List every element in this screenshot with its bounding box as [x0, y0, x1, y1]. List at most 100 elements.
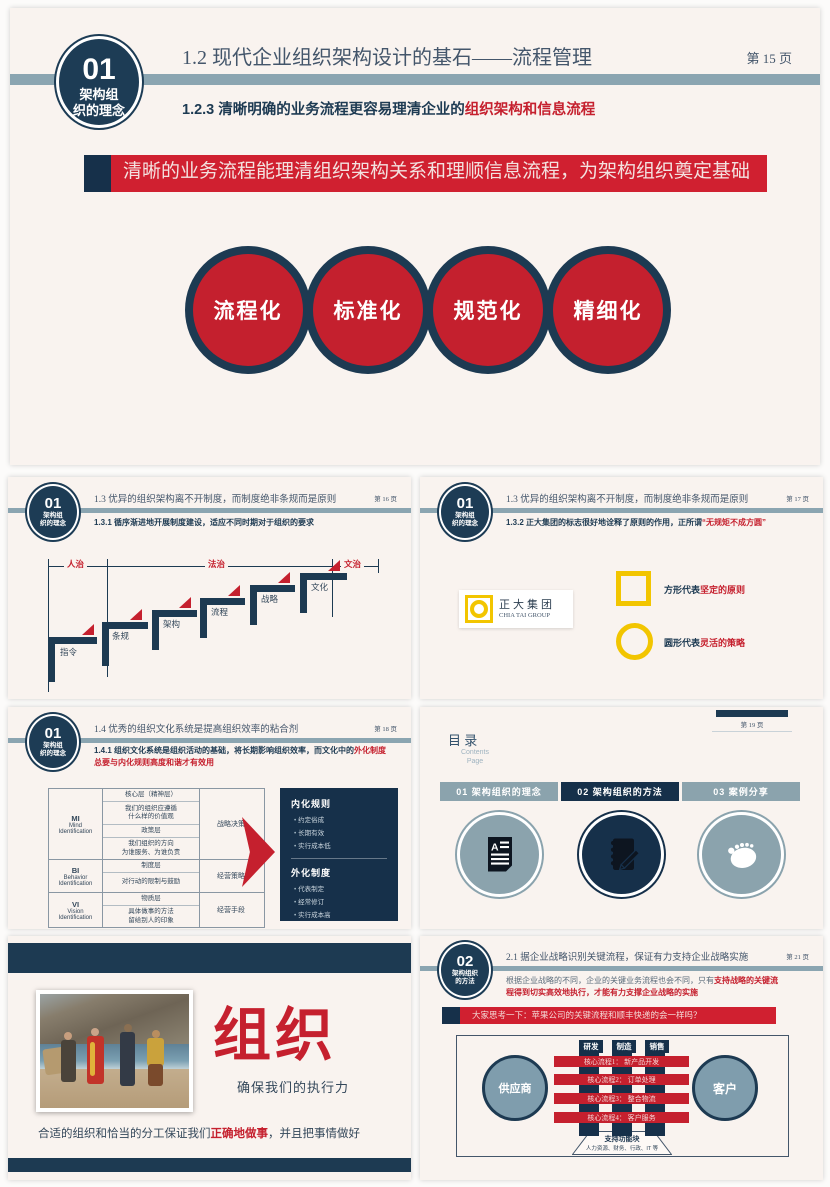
table-group-mi: MI Mind Identification 核心层（精神层） 我们的组织应遵循 … [49, 789, 264, 860]
header-divider-bar [10, 74, 820, 85]
slide-page-16[interactable]: 01 架构组 织的理念 1.3 优异的组织架构离不开制度，而制度绝非条规而是原则… [8, 477, 411, 699]
bottom-accent-bar [8, 1158, 411, 1172]
toc-tab-3[interactable]: 03 案例分享 [682, 782, 800, 801]
vi-name: Vision Identification [58, 908, 93, 921]
stair-riser [250, 585, 257, 625]
section-label: 架构组 织的理念 [59, 87, 139, 119]
flow-diagram-box [456, 1035, 789, 1157]
header-divider-bar [420, 966, 823, 971]
bi-name: Behavior Identification [58, 874, 93, 887]
table-group-vi: VI Vision Identification 物质层 具体做事的方法 留给别人… [49, 893, 264, 927]
table-cell: 具体做事的方法 留给别人的印象 [128, 908, 174, 924]
slide-page-15[interactable]: 01 架构组 织的理念 1.2 现代企业组织架构设计的基石——流程管理 第 15… [10, 8, 820, 465]
vi-cell: VI Vision Identification [49, 893, 103, 927]
header-divider-bar [8, 738, 411, 743]
page-number: 第 19 页 [740, 722, 764, 729]
question-banner-square [442, 1007, 460, 1024]
chia-tai-logo-card: 正大集团 CHIA TAI GROUP [459, 590, 573, 628]
section-label-line1: 架构组 [43, 742, 63, 749]
notebook-pencil-icon [610, 838, 640, 870]
photo-figure-head [91, 1028, 99, 1036]
slide-title: 1.2 现代企业组织架构设计的基石——流程管理 [182, 47, 592, 69]
stair-label-1: 指令 [60, 647, 78, 657]
section-number: 01 [44, 725, 62, 742]
section-number: 02 [456, 953, 474, 970]
mi-name: Mind Identification [58, 822, 93, 835]
section-label-line1: 架构组织 [452, 970, 478, 977]
internal-rule-item: 约定俗成 [294, 814, 387, 824]
section-badge: 01 架构组 织的理念 [56, 36, 142, 128]
external-rule-item: 实行成本高 [294, 909, 387, 919]
slide-page-19[interactable]: 第 19 页 目 录 Contents Page 01 架构组织的理念 02 架… [420, 707, 823, 929]
circle-legend-text: 圆形代表 [664, 638, 701, 648]
table-cell: 政策层 [103, 825, 199, 838]
stair-label-6: 文化 [311, 582, 329, 592]
vi-category: 经营手段 [217, 907, 245, 914]
question-banner-text: 大家思考一下：苹果公司的关键流程和顺丰快递的会一样吗？ [472, 1010, 702, 1020]
body-prefix: 根据企业战略的不同，企业的关键业务流程也会不同，只有 [506, 976, 714, 985]
slide-title: 1.3 优异的组织架构离不开制度，而制度绝非条规而是原则 [94, 495, 337, 505]
section-badge: 01 架构组 织的理念 [27, 484, 79, 540]
section-label: 架构组织 的方法 [441, 970, 489, 986]
section-label: 架构组 织的理念 [29, 742, 77, 758]
flow-tag-rd: 研发 [579, 1040, 603, 1053]
circle-legend-highlight: 灵活的策略 [700, 638, 746, 648]
stair-riser [48, 637, 55, 682]
svg-text:A: A [491, 841, 499, 853]
subtitle-highlight-2: 总要与内化规则高度和谐才有效用 [94, 758, 214, 767]
subtitle-text: 1.4.1 组织文化系统是组织活动的基础，将长期影响组织效率，而文化中的 [94, 746, 355, 755]
stair-label-3: 架构 [163, 619, 181, 629]
slide-title: 1.4 优秀的组织文化系统是提高组织效率的粘合剂 [94, 725, 299, 735]
strategy-circle [616, 623, 653, 660]
caption-text: 合适的组织和恰当的分工保证我们 [38, 1128, 211, 1140]
toc-tab-1[interactable]: 01 架构组织的理念 [440, 782, 558, 801]
toc-icon-circle-1: A [457, 812, 542, 897]
team-photo [36, 990, 193, 1112]
toc-title-en-line2: Page [466, 758, 484, 765]
section-label-line1: 架构组 [43, 512, 63, 519]
slide-subtitle: 1.4.1 组织文化系统是组织活动的基础，将长期影响组织效率，而文化中的外化制度… [94, 745, 394, 769]
table-cell: 物质层 [103, 893, 199, 906]
section-label-line2: 织的理念 [40, 520, 66, 527]
mi-layers: 核心层（精神层） 我们的组织应遵循 什么样的价值观 政策层 我们组织的方向 为谁… [103, 789, 200, 859]
bi-abbr: BI [71, 865, 80, 875]
slide-page-17[interactable]: 01 架构组 织的理念 1.3 优异的组织架构离不开制度，而制度绝非条规而是原则… [420, 477, 823, 699]
slide-page-20[interactable]: 组织 确保我们的执行力 合适的组织和恰当的分工保证我们正确地做事，并且把事情做好 [8, 936, 411, 1180]
key-message-banner: 清晰的业务流程能理清组织架构关系和理顺信息流程，为架构组织奠定基础 [111, 155, 767, 192]
caption: 合适的组织和恰当的分工保证我们正确地做事，并且把事情做好 [38, 1125, 360, 1141]
culture-identification-table: MI Mind Identification 核心层（精神层） 我们的组织应遵循 … [48, 788, 265, 928]
support-subtitle: 人力资源、财务、行政、IT 等 [585, 1146, 659, 1152]
internal-rules-title: 内化规则 [291, 799, 332, 809]
toc-tab-2[interactable]: 02 架构组织的方法 [561, 782, 679, 801]
stair-arrow [228, 585, 240, 596]
corner-accent-bar [716, 710, 788, 717]
photo-figure-1 [61, 1040, 76, 1082]
subtitle-highlight-1: 外化制度 [354, 746, 387, 755]
section-label-line2: 织的理念 [40, 750, 66, 757]
toc-icon-circle-2 [579, 812, 664, 897]
subtitle-text: 1.3.2 正大集团的标志很好地诠释了原则的作用，正所谓 [506, 518, 703, 527]
toc-title-en: Contents Page [446, 748, 504, 766]
slide-subtitle: 1.3.1 循序渐进地开展制度建设，适应不同时期对于组织的要求 [94, 518, 315, 527]
big-word: 组织 [213, 1003, 338, 1068]
logo-name-cn: 正大集团 [499, 599, 555, 611]
slide-page-18[interactable]: 01 架构组 织的理念 1.4 优秀的组织文化系统是提高组织效率的粘合剂 第 1… [8, 707, 411, 929]
photo-figure-head [124, 1024, 132, 1032]
mi-abbr: MI [71, 813, 80, 823]
rules-panel: 内化规则 约定俗成 长期有效 实行成本低 外化制度 代表制定 经常修订 实行成本… [280, 788, 398, 921]
slide-page-21[interactable]: 02 架构组织 的方法 2.1 据企业战略识别关键流程，保证有力支持企业战略实施… [420, 936, 823, 1180]
stair-bar [250, 585, 295, 592]
logo-name-en: CHIA TAI GROUP [499, 612, 551, 619]
caption-suffix: ，并且把事情做好 [268, 1128, 360, 1140]
logo-square-icon [465, 595, 493, 623]
phase-label-renzhi: 人治 [64, 558, 88, 570]
internal-rule-item: 长期有效 [294, 827, 387, 837]
process-circle-3: 规范化 [425, 246, 551, 374]
stair-bar [102, 622, 148, 629]
support-trapezoid: 支持功能块 人力资源、财务、行政、IT 等 [572, 1131, 672, 1155]
dimension-tick [378, 559, 379, 573]
core-process-2: 核心流程2： 订单处理 [554, 1074, 689, 1085]
header-divider-bar [8, 508, 411, 513]
stair-label-5: 战略 [261, 594, 279, 604]
